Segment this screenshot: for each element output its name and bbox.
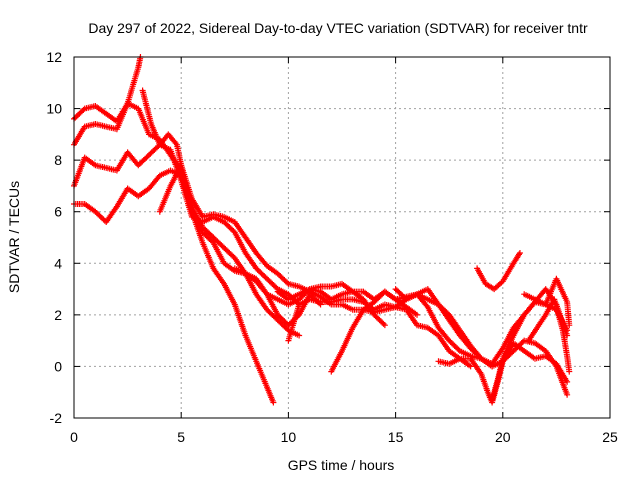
x-tick-label: 0 (70, 429, 78, 445)
y-tick-label: 2 (54, 307, 62, 323)
y-tick-label: 8 (54, 152, 62, 168)
plot-frame (74, 57, 610, 418)
series-track-13 (474, 250, 523, 292)
y-tick-label: 12 (46, 49, 62, 65)
x-axis-label: GPS time / hours (288, 457, 395, 473)
grid (74, 57, 610, 418)
y-axis-label: SDTVAR / TECUs (6, 181, 22, 293)
y-tick-label: 10 (46, 101, 62, 117)
y-tick-label: 4 (54, 255, 62, 271)
data-points (474, 250, 523, 292)
x-tick-label: 15 (388, 429, 404, 445)
chart-title: Day 297 of 2022, Sidereal Day-to-day VTE… (88, 20, 588, 36)
series-track-2 (71, 54, 143, 148)
x-tick-label: 5 (177, 429, 185, 445)
y-tick-label: 6 (54, 204, 62, 220)
data-series (71, 54, 572, 406)
x-tick-label: 10 (281, 429, 297, 445)
y-tick-label: -2 (50, 410, 63, 426)
axis-ticks: 0 5 10 15 20 25 -2 0 2 4 6 8 10 12 (46, 49, 618, 445)
x-tick-label: 20 (495, 429, 511, 445)
data-points (71, 54, 143, 148)
y-tick-label: 0 (54, 358, 62, 374)
x-tick-label: 25 (602, 429, 618, 445)
sdtvar-chart: Day 297 of 2022, Sidereal Day-to-day VTE… (0, 0, 640, 480)
